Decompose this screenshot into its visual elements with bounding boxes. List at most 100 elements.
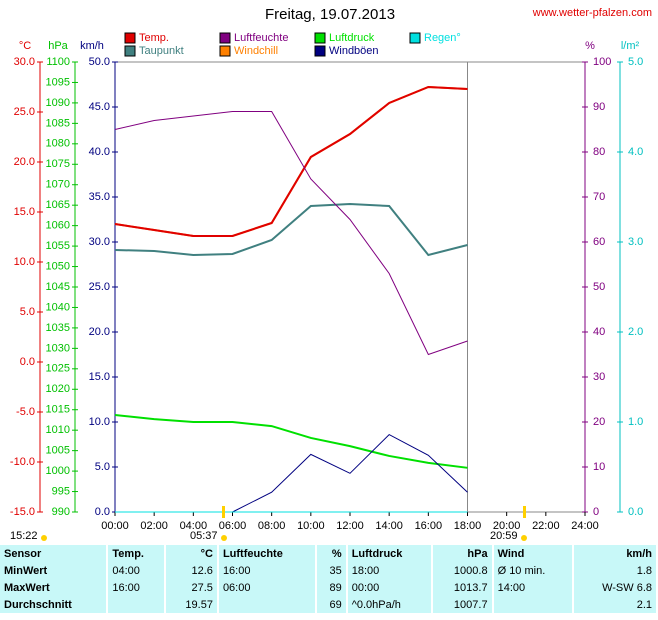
y-tick-label: 30.0 <box>89 236 110 248</box>
legend-label: Windböen <box>329 45 379 57</box>
table-row: Sensor Temp. °C Luftfeuchte% Luftdruck hPa Win… <box>0 545 658 562</box>
table-cell: Durchschnitt <box>0 596 109 613</box>
legend-label: Windchill <box>234 45 278 57</box>
table-cell: hPa <box>431 545 494 562</box>
y-tick-label: 1090 <box>46 97 70 109</box>
table-cell: 89 <box>315 579 348 596</box>
table-cell: 1013.7 <box>431 579 494 596</box>
x-tick-label: 20:00 <box>493 520 521 532</box>
y-tick-label: -10.0 <box>10 456 35 468</box>
y-tick-label: 1055 <box>46 240 70 252</box>
y-tick-label: 0.0 <box>628 506 643 518</box>
sun-icon <box>221 535 227 541</box>
y-tick-label: 2.0 <box>628 326 643 338</box>
y-tick-label: 4.0 <box>628 146 643 158</box>
table-cell: 35 <box>315 562 348 579</box>
y-tick-label: 0.0 <box>95 506 110 518</box>
y-tick-label: 1060 <box>46 220 70 232</box>
table-cell: km/h <box>573 545 658 562</box>
series-line <box>232 433 468 513</box>
table-cell: 16:00 <box>217 562 317 579</box>
x-tick-label: 10:00 <box>297 520 325 532</box>
table-cell <box>492 596 575 613</box>
legend-label: Temp. <box>139 32 169 44</box>
y-tick-label: 5.0 <box>628 56 643 68</box>
table-cell: ^0.0hPa/h <box>346 596 433 613</box>
y-tick-label: 10.0 <box>14 256 35 268</box>
sun-time: 05:37 <box>190 530 218 542</box>
y-tick-label: 25.0 <box>14 106 35 118</box>
table-cell: % <box>315 545 348 562</box>
legend-swatch <box>314 45 326 57</box>
y-tick-label: 15.0 <box>89 371 110 383</box>
axis-unit: % <box>585 40 595 52</box>
table-cell: Ø 10 min. <box>492 562 575 579</box>
y-tick-label: 1095 <box>46 76 70 88</box>
table-cell: 04:00 <box>107 562 167 579</box>
x-tick-label: 08:00 <box>258 520 286 532</box>
y-tick-label: 1100 <box>46 56 70 68</box>
x-tick-label: 16:00 <box>415 520 443 532</box>
y-tick-label: 1010 <box>46 424 70 436</box>
y-tick-label: 1045 <box>46 281 70 293</box>
y-tick-label: 50.0 <box>89 56 110 68</box>
axis-unit: hPa <box>48 40 68 52</box>
series-line <box>114 202 468 257</box>
y-tick-label: 1080 <box>46 138 70 150</box>
y-tick-label: 0.0 <box>20 356 35 368</box>
sun-icon <box>521 535 527 541</box>
legend-label: Regen° <box>424 32 461 44</box>
y-tick-label: 990 <box>52 506 70 518</box>
table-cell: Luftdruck <box>346 545 433 562</box>
x-tick-label: 14:00 <box>375 520 403 532</box>
y-tick-label: 15.0 <box>14 206 35 218</box>
y-tick-label: 1005 <box>46 445 70 457</box>
y-tick-label: 45.0 <box>89 101 110 113</box>
y-tick-label: 995 <box>52 485 70 497</box>
y-tick-label: 10 <box>593 461 605 473</box>
sun-icon <box>41 535 47 541</box>
x-tick-label: 00:00 <box>101 520 129 532</box>
y-tick-label: 50 <box>593 281 605 293</box>
y-tick-label: 1.0 <box>628 416 643 428</box>
y-tick-label: 1030 <box>46 342 70 354</box>
sun-time: 15:22 <box>10 530 38 542</box>
table-cell <box>107 596 167 613</box>
y-tick-label: 20.0 <box>14 156 35 168</box>
x-tick-label: 18:00 <box>454 520 482 532</box>
y-tick-label: 1085 <box>46 117 70 129</box>
y-tick-label: -5.0 <box>16 406 35 418</box>
legend-swatch <box>124 32 136 44</box>
source: www.wetter-pfalzen.com <box>532 7 652 19</box>
y-tick-label: 100 <box>593 56 611 68</box>
y-tick-label: 60 <box>593 236 605 248</box>
table-cell: 1000.8 <box>431 562 494 579</box>
legend-swatch <box>409 32 421 44</box>
y-tick-label: 1050 <box>46 260 70 272</box>
y-tick-label: 1000 <box>46 465 70 477</box>
table-row: Durchschnitt 19.57 69 ^0.0hPa/h 1007.7 2.1 <box>0 596 658 613</box>
table-cell: 27.5 <box>165 579 219 596</box>
legend-label: Taupunkt <box>139 45 184 57</box>
legend-swatch <box>314 32 326 44</box>
plot-area <box>114 61 586 513</box>
y-tick-label: 5.0 <box>20 306 35 318</box>
y-tick-label: 0 <box>593 506 599 518</box>
table-row: MaxWert 16:00 27.5 06:00 89 00:00 1013.7 14:00 W… <box>0 579 658 596</box>
y-tick-label: 40.0 <box>89 146 110 158</box>
table-cell: 69 <box>315 596 348 613</box>
x-tick-label: 02:00 <box>140 520 168 532</box>
table-cell: 06:00 <box>217 579 317 596</box>
series-line <box>114 414 468 469</box>
table-cell: 18:00 <box>346 562 433 579</box>
y-tick-label: -15.0 <box>10 506 35 518</box>
axis-unit: km/h <box>80 40 104 52</box>
y-tick-label: 1035 <box>46 322 70 334</box>
series-line <box>114 111 468 356</box>
y-tick-label: 1070 <box>46 179 70 191</box>
legend-swatch <box>219 32 231 44</box>
axis-unit: l/m² <box>621 40 640 52</box>
x-tick-label: 04:00 <box>180 520 208 532</box>
y-tick-label: 1015 <box>46 404 70 416</box>
